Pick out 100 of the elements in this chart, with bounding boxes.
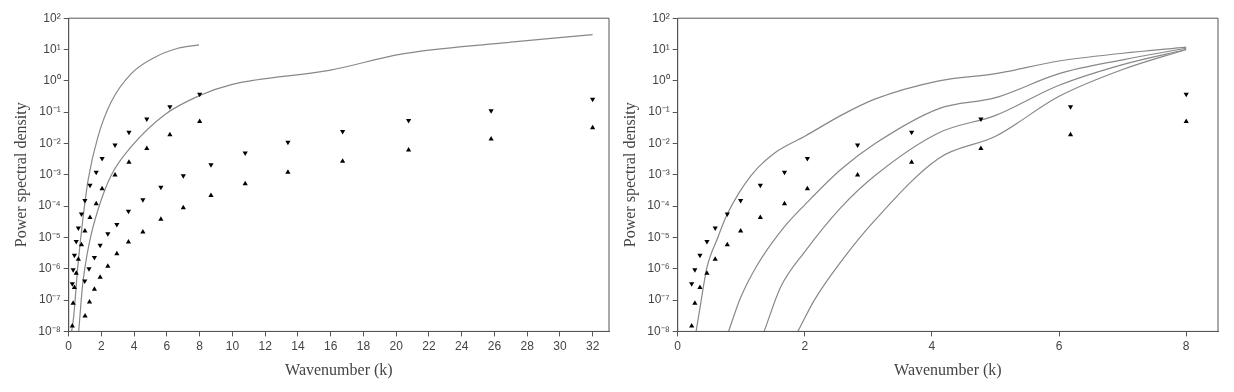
x-tick-label: 22 [422,338,436,353]
point [73,270,79,275]
x-tick-label: 12 [258,338,273,353]
y-tick-label: 10⁻⁶ [647,261,670,276]
point [71,253,78,259]
x-tick-label: 0 [65,338,73,353]
y-tick-label: 10⁻⁴ [38,198,61,213]
point [99,157,105,162]
y-axis-title: Power spectral density [620,102,639,248]
x-tick-label: 24 [454,338,469,353]
point [75,256,81,261]
y-tick-label: 10⁻³ [648,167,670,182]
point [105,263,111,268]
y-tick-label: 10⁻⁷ [39,292,61,307]
point [86,267,92,272]
x-axis-title: Wavenumber (k) [894,360,1002,379]
point [73,240,79,245]
x-tick-label: 4 [130,338,138,353]
x-tick-label: 2 [801,338,809,353]
point [804,185,810,191]
x-tick-label: 4 [928,338,936,353]
y-tick-label: 10⁻⁸ [647,323,670,338]
point [140,198,146,203]
y-tick-label: 10⁻² [39,135,61,150]
point [126,159,132,164]
point [738,199,744,204]
y-tick-label: 10⁻⁵ [38,229,61,244]
y-tick-label: 10⁻⁷ [648,292,670,307]
point [738,228,744,233]
point [144,145,150,151]
point [82,199,88,204]
point [97,274,103,279]
y-tick-label: 10⁻⁸ [38,323,61,338]
point [114,222,120,228]
point [757,183,763,189]
y-tick-label: 10⁻³ [39,167,61,182]
point [208,192,214,197]
x-tick-label: 2 [98,338,106,353]
point [406,119,412,124]
point [781,170,788,176]
x-tick-label: 8 [196,338,204,353]
line-series [78,33,594,332]
y-axis-title: Power spectral density [11,102,30,248]
point [697,253,703,259]
point [71,284,78,290]
x-tick-label: 8 [1182,338,1190,353]
x-tick-label: 32 [585,338,600,353]
point [757,214,763,220]
point [854,172,861,177]
y-tick-label: 10¹ [43,41,61,56]
point [82,313,88,318]
line-series [71,44,200,332]
point [781,200,788,206]
point [978,145,984,151]
point [909,159,915,164]
x-tick-label: 30 [553,338,567,353]
point [285,169,291,174]
point [197,92,203,98]
point [697,284,703,290]
point [91,255,98,261]
y-tick-label: 10⁻⁶ [38,261,61,276]
x-tick-label: 6 [1055,338,1063,353]
x-tick-label: 18 [356,338,371,353]
point [242,151,248,156]
x-tick-label: 16 [323,338,338,353]
y-tick-label: 10² [43,10,61,25]
point [340,130,346,135]
x-tick-label: 28 [520,338,535,353]
point [82,279,88,284]
point [91,286,98,291]
x-tick-label: 0 [674,338,682,353]
x-tick-label: 6 [163,338,171,353]
x-tick-label: 14 [291,338,305,353]
point [125,239,132,244]
x-tick-label: 20 [389,338,404,353]
point [197,118,203,124]
point [87,183,93,189]
point [1067,131,1074,137]
point [340,158,346,163]
point [692,300,698,305]
point [105,232,111,237]
point [1067,105,1074,110]
point [125,209,132,215]
point [590,124,596,130]
point [689,282,695,287]
point [704,240,710,245]
y-tick-label: 10⁻¹ [39,104,61,119]
y-tick-label: 10⁰ [652,73,670,88]
point [488,109,494,114]
point [70,300,76,305]
y-tick-label: 10¹ [652,41,670,56]
point [82,228,88,233]
y-tick-label: 10⁻² [648,135,670,150]
point [804,157,810,162]
x-axis-title: Wavenumber (k) [285,360,393,379]
point [180,174,186,179]
y-tick-label: 10⁰ [43,73,61,88]
point [99,185,105,191]
y-tick-label: 10⁻⁴ [647,198,670,213]
point [208,163,214,168]
